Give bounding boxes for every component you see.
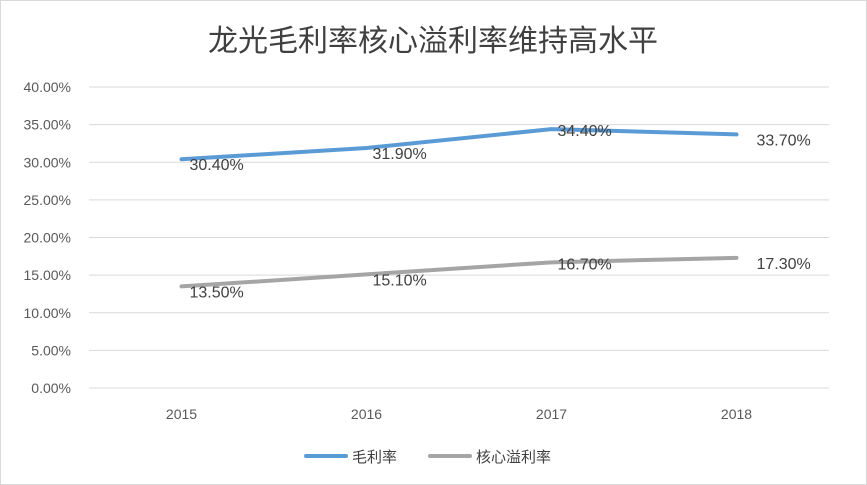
y-axis-ticks: 0.00% 5.00% 10.00% 15.00% 20.00% 25.00% 30.00%… bbox=[24, 79, 71, 396]
data-label: 33.70% bbox=[757, 132, 811, 149]
gridlines bbox=[89, 86, 829, 389]
y-tick-label: 5.00% bbox=[31, 342, 71, 358]
y-tick-label: 25.00% bbox=[24, 192, 71, 208]
data-label: 15.10% bbox=[373, 272, 427, 289]
data-label: 13.50% bbox=[190, 284, 244, 301]
legend-item-1[interactable]: 毛利率 bbox=[304, 448, 397, 466]
x-axis-ticks: 2015 2016 2017 2018 bbox=[166, 406, 752, 422]
y-tick-label: 15.00% bbox=[24, 267, 71, 283]
y-tick-label: 30.00% bbox=[24, 154, 71, 170]
data-labels: 30.40% 31.90% 34.40% 33.70% 13.50% 15.10% 16.7… bbox=[190, 123, 811, 301]
legend[interactable]: 毛利率 核心溢利率 bbox=[304, 448, 551, 466]
y-tick-label: 0.00% bbox=[31, 380, 71, 396]
x-tick-label: 2016 bbox=[351, 406, 382, 422]
series-line-1 bbox=[179, 127, 739, 162]
x-tick-label: 2018 bbox=[721, 406, 752, 422]
y-tick-label: 35.00% bbox=[24, 117, 71, 133]
y-tick-label: 20.00% bbox=[24, 230, 71, 246]
data-label: 16.70% bbox=[558, 256, 612, 273]
legend-label: 毛利率 bbox=[352, 448, 397, 466]
legend-label: 核心溢利率 bbox=[476, 448, 551, 466]
data-label: 31.90% bbox=[373, 146, 427, 163]
series-line-2 bbox=[179, 255, 739, 289]
x-tick-label: 2017 bbox=[536, 406, 567, 422]
y-tick-label: 40.00% bbox=[24, 79, 71, 95]
chart-title: 龙光毛利率核心溢利率维持高水平 bbox=[208, 24, 658, 59]
data-label: 34.40% bbox=[558, 123, 612, 140]
data-label: 17.30% bbox=[757, 256, 811, 273]
legend-item-2[interactable]: 核心溢利率 bbox=[428, 448, 551, 466]
series-lines bbox=[179, 127, 739, 289]
data-label: 30.40% bbox=[190, 157, 244, 174]
x-tick-label: 2015 bbox=[166, 406, 197, 422]
y-tick-label: 10.00% bbox=[24, 305, 71, 321]
